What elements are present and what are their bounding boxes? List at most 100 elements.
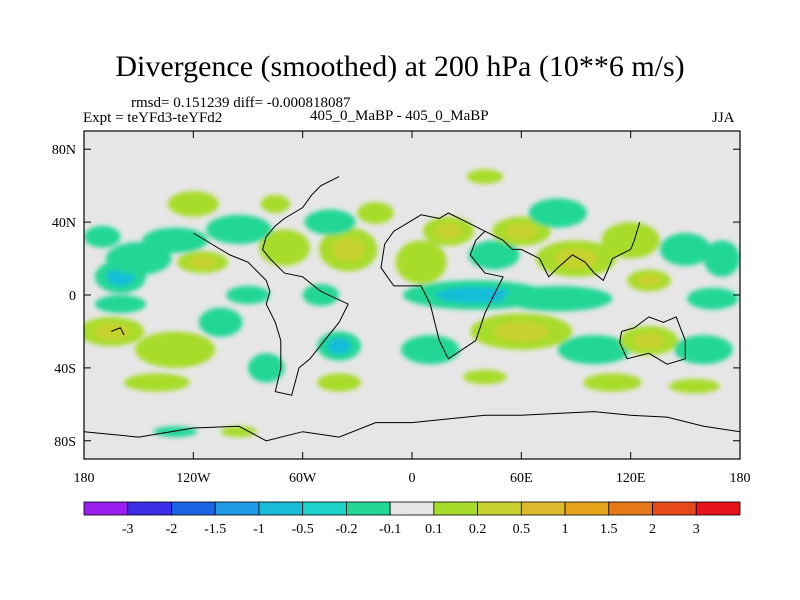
x-tick-label-5: 120E xyxy=(616,471,646,486)
contour-blob-5 xyxy=(258,229,310,266)
contour-blob-8 xyxy=(260,194,290,213)
contour-blob-44 xyxy=(220,426,258,438)
colorbar-swatch-12 xyxy=(608,501,653,516)
coastline-6 xyxy=(302,176,340,208)
contour-blob-16 xyxy=(528,198,587,228)
contour-blob-32 xyxy=(248,353,285,383)
contour-blob-13-core xyxy=(434,223,463,240)
colorbar-label-7: 0.1 xyxy=(425,522,443,537)
colorbar-swatch-2 xyxy=(171,501,216,516)
contour-blob-43 xyxy=(668,378,720,394)
contour-blob-4 xyxy=(84,225,121,248)
contour-blob-41 xyxy=(463,369,507,385)
y-tick-label-4: 80S xyxy=(54,435,76,450)
x-tick-label-6: 180 xyxy=(730,471,751,486)
x-tick-label-0: 180 xyxy=(74,471,95,486)
x-tick-label-2: 60W xyxy=(289,471,317,486)
colorbar-swatch-9 xyxy=(477,501,522,516)
contour-blob-20 xyxy=(659,233,711,266)
case-label: 405_0_MaBP - 405_0_MaBP xyxy=(310,108,489,124)
colorbar-swatch-8 xyxy=(433,501,479,516)
contour-blob-3 xyxy=(142,227,208,254)
colorbar-label-12: 2 xyxy=(649,522,656,537)
contour-blob-22 xyxy=(466,169,504,184)
coastline-0 xyxy=(193,207,349,396)
colorbar-swatch-6 xyxy=(345,501,391,516)
y-tick-label-3: 40S xyxy=(54,362,76,377)
axis-ticks: 180 120W 60W 0 60E 120E 180 80N 40N 0 40S 80S xyxy=(52,131,751,486)
colorbar-swatch-5 xyxy=(302,501,347,516)
colorbar-label-1: -2 xyxy=(166,522,178,537)
contour-blob-11 xyxy=(357,202,394,224)
contour-blob-36 xyxy=(557,335,631,365)
contour-blob-7 xyxy=(167,191,219,217)
x-tick-label-1: 120W xyxy=(176,471,211,486)
colorbar-label-3: -1 xyxy=(253,522,265,537)
contour-blob-30 xyxy=(135,331,216,368)
colorbar-swatch-4 xyxy=(258,501,304,516)
contour-blob-9-core xyxy=(332,237,365,262)
contour-blob-31 xyxy=(198,307,243,337)
colorbar-swatch-10 xyxy=(520,501,566,516)
contour-blob-38 xyxy=(674,335,733,365)
colorbar-swatch-3 xyxy=(214,501,260,516)
y-tick-label-1: 40N xyxy=(52,216,76,231)
contour-blob-45 xyxy=(153,426,197,438)
contour-blob-28 xyxy=(687,287,739,310)
colorbar-label-13: 3 xyxy=(693,522,700,537)
coastline-3 xyxy=(619,316,686,365)
contour-blob-35-core xyxy=(493,321,550,342)
coastlines xyxy=(84,176,740,442)
colorbar-swatch-13 xyxy=(652,501,697,516)
stats-text: rmsd= 0.151239 diff= -0.000818087 xyxy=(131,95,351,111)
colorbar-label-4: -0.5 xyxy=(292,522,314,537)
colorbar-label-5: -0.2 xyxy=(335,522,357,537)
chart-title: Divergence (smoothed) at 200 hPa (10**6 … xyxy=(115,50,685,83)
season-label: JJA xyxy=(712,110,735,126)
contour-blob-17-core xyxy=(553,248,599,269)
colorbar-swatch-0 xyxy=(83,501,129,516)
colorbar-swatch-7 xyxy=(389,501,435,516)
colorbar-label-9: 0.5 xyxy=(513,522,531,537)
colorbar-label-2: -1.5 xyxy=(204,522,226,537)
contour-fields xyxy=(84,169,740,438)
experiment-label: Expt = teYFd3-teYFd2 xyxy=(83,110,223,126)
coastline-5 xyxy=(111,327,125,336)
y-tick-label-0: 80N xyxy=(52,143,76,158)
contour-blob-21 xyxy=(703,240,740,277)
y-tick-label-2: 0 xyxy=(69,289,76,304)
contour-blob-19-core xyxy=(636,274,661,287)
contour-blob-42 xyxy=(583,373,642,392)
colorbar-swatch-14 xyxy=(695,501,741,516)
x-tick-label-3: 0 xyxy=(409,471,416,486)
coastline-1 xyxy=(380,212,504,360)
contour-blob-27 xyxy=(94,295,146,314)
contour-blob-6 xyxy=(206,214,272,244)
contour-blob-40 xyxy=(317,373,361,392)
contour-blob-14 xyxy=(468,240,520,270)
colorbar-swatch-1 xyxy=(127,501,172,516)
colorbar-label-8: 0.2 xyxy=(469,522,487,537)
contour-blob-12 xyxy=(395,240,447,285)
contour-blob-34 xyxy=(401,335,460,365)
contour-blob-39 xyxy=(124,373,190,392)
contour-blob-26 xyxy=(226,285,270,305)
coastline-4 xyxy=(84,411,740,442)
contour-blob-18 xyxy=(601,222,660,259)
colorbar: -3 -2 -1.5 -1 -0.5 -0.2 -0.1 0.1 0.2 0.5 1 1.5 2 3 xyxy=(83,501,741,537)
x-tick-label-4: 60E xyxy=(510,471,533,486)
colorbar-label-10: 1 xyxy=(562,522,569,537)
contour-blob-2-core xyxy=(188,256,217,269)
colorbar-label-6: -0.1 xyxy=(379,522,401,537)
colorbar-swatch-11 xyxy=(564,501,610,516)
colorbar-label-11: 1.5 xyxy=(600,522,618,537)
coastline-2 xyxy=(484,221,641,282)
contour-blob-10 xyxy=(304,209,356,235)
contour-blob-37-core xyxy=(632,332,665,349)
contour-blob-25 xyxy=(503,285,613,312)
contour-blob-15-core xyxy=(505,223,538,240)
contour-blob-23 xyxy=(302,284,340,306)
colorbar-label-0: -3 xyxy=(122,522,134,537)
contour-blob-33-core xyxy=(327,338,352,355)
